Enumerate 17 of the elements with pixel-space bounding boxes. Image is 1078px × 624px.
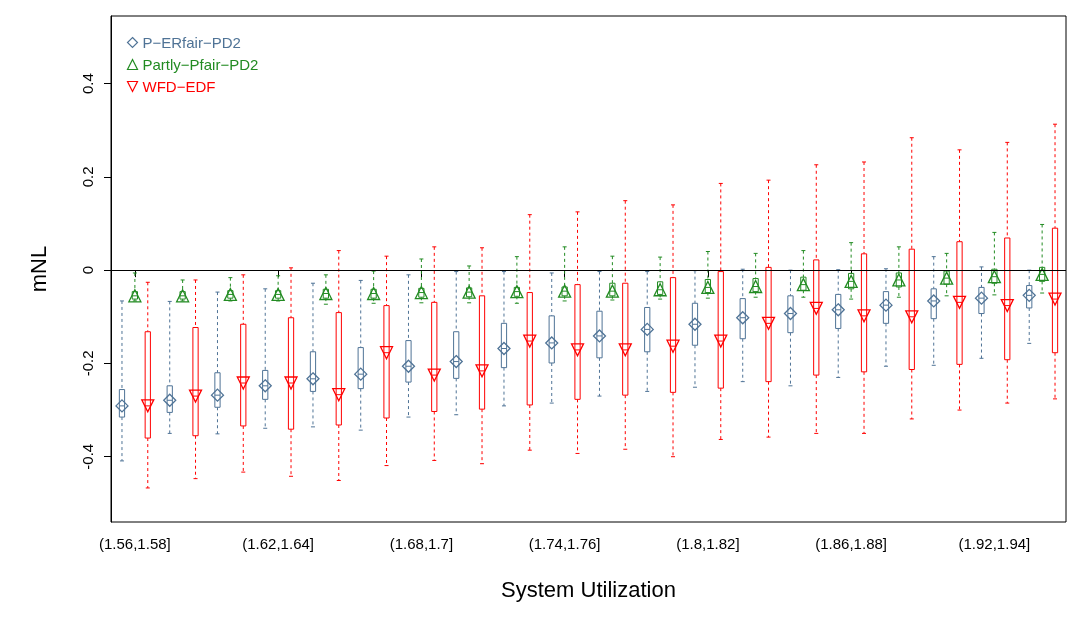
x-tick-label: (1.92,1.94] [958, 535, 1031, 552]
x-tick-label: (1.62,1.64] [242, 535, 314, 552]
x-tick-label: (1.74,1.76] [528, 535, 601, 552]
y-tick-label: 0.2 [79, 166, 96, 188]
y-tick-label: -0.4 [79, 443, 96, 470]
legend-label: WFD−EDF [142, 78, 216, 95]
x-tick-label: (1.68,1.7] [389, 535, 454, 552]
x-tick-label: (1.86,1.88] [815, 535, 887, 552]
legend-label: P−ERfair−PD2 [142, 34, 241, 51]
y-tick-label: 0.4 [79, 73, 96, 95]
x-axis-title: System Utilization [501, 576, 676, 602]
legend-label: Partly−Pfair−PD2 [142, 56, 259, 73]
x-tick-label: (1.8,1.82] [676, 535, 740, 552]
x-tick-label: (1.56,1.58] [99, 535, 171, 552]
y-tick-label: -0.2 [79, 350, 96, 377]
y-axis-title: mNL [25, 245, 51, 293]
y-tick-label: 0 [79, 265, 96, 275]
